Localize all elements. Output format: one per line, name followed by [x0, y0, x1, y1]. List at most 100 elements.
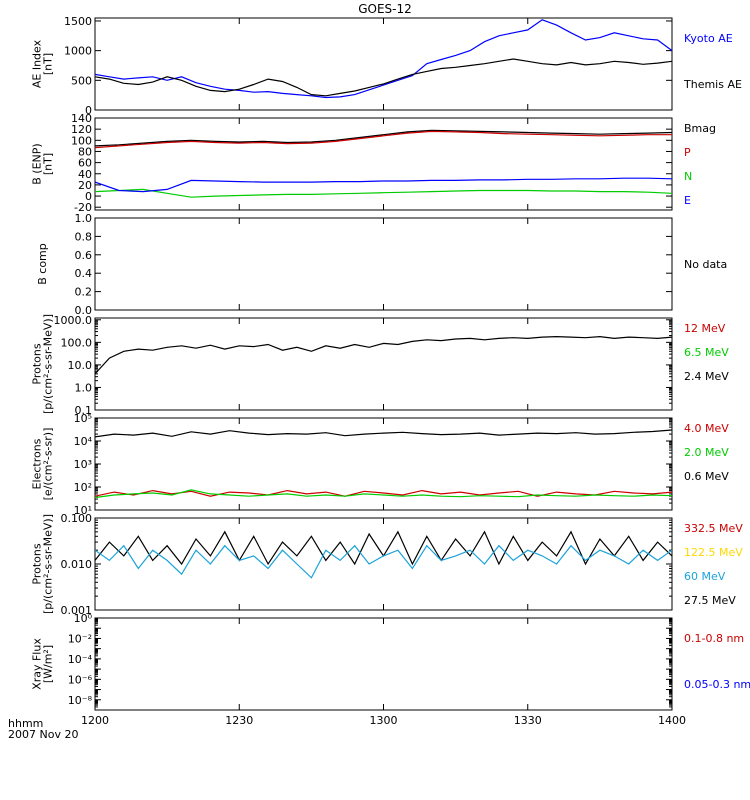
y-tick-label: 0.2: [75, 286, 93, 299]
y-axis-label: B comp: [36, 243, 49, 285]
x-axis-date-label: 2007 Nov 20: [8, 728, 78, 741]
plot-title: GOES-12: [358, 2, 412, 16]
y-tick-label: 10⁻⁴: [68, 653, 93, 666]
legend-entry: P: [684, 146, 691, 159]
series-line: [95, 130, 672, 149]
legend-entry: Themis AE: [683, 78, 742, 91]
y-tick-label: 0.6: [75, 249, 93, 262]
x-tick-label: 1300: [370, 714, 398, 727]
panel-electrons: 10¹ 10² 10³ 10⁴ 10⁵ Electrons[e/(cm²-s-sr)] 4.…: [31, 412, 730, 517]
y-axis-label: Protons: [31, 543, 44, 584]
y-tick-label: 0.1: [75, 404, 93, 417]
series-line: [95, 19, 672, 99]
series-line: [95, 335, 672, 375]
series-line: [95, 429, 672, 438]
y-tick-label: 1.0: [75, 381, 93, 394]
legend-entry: 0.6 MeV: [684, 470, 729, 483]
y-tick-label: 10³: [74, 458, 92, 471]
y-axis-label: [p/(cm²-s-sr-MeV)]: [42, 314, 55, 414]
series-line: [95, 530, 672, 566]
panel-frame: [94, 217, 673, 311]
y-tick-label: 140: [71, 112, 92, 125]
legend-entry: E: [684, 194, 691, 207]
panel-protons-2: 0.001 0.010 0.100 Protons[p/(cm²-s-sr-MeV)]…: [31, 512, 744, 617]
y-tick-label: 10⁴: [74, 435, 93, 448]
y-tick-label: 10⁻⁶: [68, 673, 93, 686]
y-axis-label: [p/(cm²-s-sr-MeV)]: [42, 514, 55, 614]
y-axis-label: Protons: [31, 343, 44, 384]
legend-entry: Bmag: [684, 122, 716, 135]
y-tick-label: 120: [71, 123, 92, 136]
y-tick-label: 0: [85, 104, 92, 117]
y-tick-label: 0.100: [61, 512, 93, 525]
series-line: [95, 129, 672, 147]
x-tick-label: 1230: [225, 714, 253, 727]
y-tick-label: 10⁻²: [68, 632, 92, 645]
legend-entry: 0.1-0.8 nm: [684, 632, 744, 645]
panel-b-comp: 0.0 0.2 0.4 0.6 0.8 1.0 B comp No data: [36, 212, 727, 317]
y-tick-label: 80: [78, 145, 92, 158]
panel-frame: [94, 317, 673, 411]
legend-entry: 2.0 MeV: [684, 446, 729, 459]
legend-entry: No data: [684, 258, 727, 271]
legend-entry: 12 MeV: [684, 322, 726, 335]
y-axis-label: Electrons: [31, 438, 44, 489]
y-tick-label: 1500: [64, 15, 92, 28]
legend-entry: 332.5 MeV: [684, 522, 743, 535]
y-tick-label: -20: [74, 201, 92, 214]
x-tick-label: 1400: [658, 714, 686, 727]
legend-entry: Kyoto AE: [684, 32, 733, 45]
y-tick-label: 500: [71, 74, 92, 87]
x-tick-label: 1200: [81, 714, 109, 727]
legend-entry: 27.5 MeV: [684, 594, 736, 607]
y-tick-label: 0: [85, 190, 92, 203]
y-tick-label: 10⁰: [74, 612, 93, 625]
x-tick-label: 1330: [514, 714, 542, 727]
panel-protons-1: 0.1 1.0 10.0 100.0 1000.0 Protons[p/(cm²-s-sr…: [31, 314, 730, 417]
y-tick-label: 0.001: [61, 604, 93, 617]
y-tick-label: 10⁵: [74, 412, 92, 425]
y-tick-label: 40: [78, 168, 92, 181]
y-tick-label: 10.0: [68, 359, 93, 372]
legend-entry: 0.05-0.3 nm: [684, 678, 750, 691]
x-axis: 1200 1230 1300 1330 1400: [81, 714, 686, 727]
y-axis-label: [W/m²]: [42, 645, 55, 683]
y-tick-label: 1000: [64, 45, 92, 58]
y-tick-label: 100: [71, 134, 92, 147]
panel-xray: 10⁻⁸ 10⁻⁶ 10⁻⁴ 10⁻² 10⁰ Xray Flux[W/m²] 0.1-0.…: [31, 612, 750, 711]
panel-ae: 0 500 1000 1500 AE Index[nT] Kyoto AE Themis A…: [31, 15, 742, 117]
legend-entry: 2.4 MeV: [684, 370, 729, 383]
y-tick-label: 100.0: [61, 336, 93, 349]
y-tick-label: 1000.0: [54, 314, 93, 327]
y-tick-label: 10²: [74, 481, 92, 494]
y-tick-label: 1.0: [75, 212, 93, 225]
y-axis-label: B (ENP): [31, 143, 44, 184]
legend-entry: 6.5 MeV: [684, 346, 729, 359]
series-line: [95, 489, 672, 497]
series-line: [95, 489, 672, 499]
panel-frame: [94, 17, 673, 111]
legend-entry: N: [684, 170, 692, 183]
y-tick-label: 0.8: [75, 230, 93, 243]
panel-frame: [94, 617, 673, 711]
y-tick-label: 60: [78, 157, 92, 170]
series-line: [95, 58, 672, 97]
y-tick-label: 10⁻⁸: [68, 694, 93, 707]
legend-entry: 4.0 MeV: [684, 422, 729, 435]
y-axis-label: [nT]: [42, 53, 55, 75]
y-tick-label: 10¹: [74, 504, 92, 517]
y-tick-label: 0.0: [75, 304, 93, 317]
series-line: [95, 544, 672, 579]
legend-entry: 60 MeV: [684, 570, 726, 583]
y-axis-label: [nT]: [42, 153, 55, 175]
series-line: [95, 177, 672, 193]
x-axis-corner-label: hhmm: [8, 717, 43, 730]
y-axis-label: [e/(cm²-s-sr)]: [42, 428, 55, 501]
series-line: [95, 188, 672, 198]
y-tick-label: 0.4: [75, 267, 93, 280]
y-axis-label: AE Index: [31, 39, 44, 88]
legend-entry: 122.5 MeV: [684, 546, 743, 559]
